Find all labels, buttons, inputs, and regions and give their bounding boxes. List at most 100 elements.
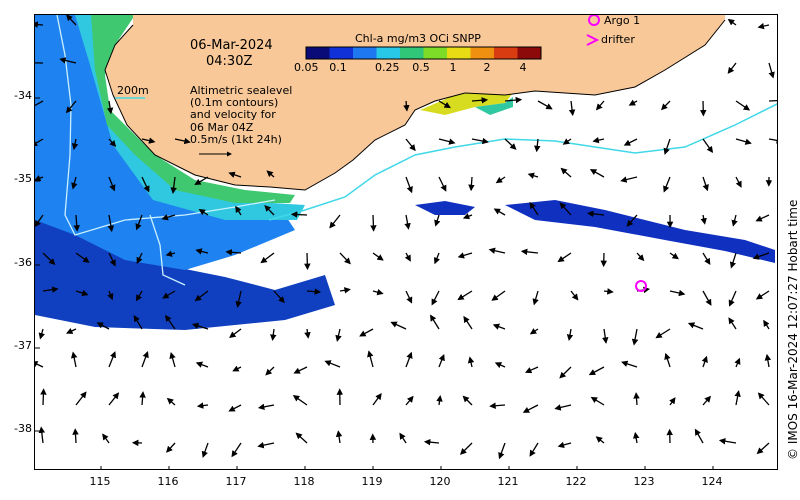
velocity-arrow: [273, 290, 285, 304]
sealevel-contour-west: [56, 15, 276, 236]
velocity-arrow: [372, 289, 384, 296]
velocity-arrow: [520, 248, 539, 256]
velocity-arrow: [669, 252, 679, 260]
velocity-arrow: [467, 356, 475, 368]
velocity-arrow: [75, 289, 89, 297]
velocity-arrow: [557, 441, 572, 449]
velocity-arrow: [329, 214, 341, 229]
velocity-arrow: [264, 204, 275, 216]
velocity-arrow: [626, 214, 638, 227]
velocity-arrow: [399, 432, 407, 444]
velocity-arrow: [504, 138, 517, 150]
colorbar-border: [305, 46, 542, 60]
velocity-arrow: [603, 288, 614, 295]
velocity-arrow: [135, 290, 143, 302]
velocity-arrow: [655, 328, 671, 339]
velocity-arrow: [735, 176, 742, 188]
velocity-arrow: [768, 99, 777, 102]
velocity-arrow: [201, 442, 209, 458]
map-time: 04:30Z: [206, 54, 253, 69]
coastline: [104, 19, 726, 191]
colorbar-swatch: [353, 47, 377, 59]
velocity-arrow: [498, 442, 506, 460]
velocity-arrow: [257, 403, 275, 411]
velocity-arrow: [660, 100, 671, 111]
colorbar-tick-label: 2: [483, 61, 491, 74]
velocity-arrow: [228, 404, 242, 412]
velocity-arrow: [728, 290, 737, 307]
argo-legend-label: Argo 1: [604, 14, 641, 27]
velocity-arrow: [225, 249, 242, 256]
chl-offshore-filament: [505, 200, 775, 263]
velocity-arrow: [292, 395, 308, 406]
velocity-arrow: [557, 252, 572, 263]
velocity-arrow: [522, 404, 539, 413]
drifter-legend-label: drifter: [601, 33, 635, 46]
velocity-arrow: [265, 366, 275, 376]
velocity-arrow: [66, 15, 77, 26]
velocity-arrow: [107, 214, 115, 233]
velocity-arrow: [669, 397, 676, 406]
velocity-arrow: [404, 214, 411, 230]
velocity-arrow: [235, 290, 242, 308]
velocity-arrow: [632, 431, 640, 444]
velocity-arrow: [404, 252, 411, 262]
velocity-arrow: [191, 322, 209, 330]
velocity-arrow: [462, 395, 473, 406]
colorbar-swatch: [306, 47, 330, 59]
colorbar-tick-label: 4: [519, 61, 527, 74]
velocity-arrow: [566, 328, 574, 341]
argo-float-marker[interactable]: [635, 280, 647, 292]
velocity-arrow: [335, 328, 342, 342]
velocity-arrow: [768, 62, 775, 79]
velocity-arrow: [136, 252, 143, 264]
lon-label-118: 118: [293, 475, 315, 488]
velocity-arrow: [196, 402, 209, 409]
velocity-arrow: [260, 252, 275, 264]
colorbar-swatch: [517, 47, 542, 59]
velocity-arrow: [71, 138, 79, 151]
velocity-arrow: [434, 214, 441, 227]
velocity-arrow: [623, 138, 638, 146]
velocity-arrow: [229, 328, 242, 338]
velocity-arrow: [165, 314, 176, 330]
velocity-arrow: [304, 328, 311, 339]
velocity-arrow: [405, 351, 413, 368]
velocity-arrow: [65, 100, 77, 114]
velocity-arrow: [587, 210, 605, 218]
velocity-arrow: [40, 388, 47, 406]
map-canvas[interactable]: [35, 15, 778, 470]
velocity-arrow: [108, 138, 117, 147]
lon-label-123: 123: [633, 475, 655, 488]
lon-label-117: 117: [225, 475, 247, 488]
velocity-arrow: [161, 214, 176, 221]
map-frame[interactable]: 06-Mar-2024 04:30Z Chl-a mg/m3 OCi SNPP …: [34, 14, 778, 470]
velocity-arrow: [438, 100, 451, 109]
velocity-arrow: [631, 328, 639, 346]
velocity-arrow: [195, 248, 209, 255]
map-date: 06-Mar-2024: [190, 38, 273, 53]
velocity-arrow: [270, 328, 277, 341]
velocity-arrow: [102, 433, 110, 444]
velocity-arrow: [436, 395, 443, 406]
colorbar-swatch: [447, 47, 471, 59]
velocity-arrow: [589, 169, 605, 178]
velocity-arrow: [66, 327, 77, 334]
velocity-arrow: [108, 392, 120, 406]
sealevel-contour-inner: [149, 214, 186, 286]
altimetry-line-4: 06 Mar 04Z: [190, 120, 254, 134]
velocity-arrow: [231, 442, 242, 458]
velocity-arrow: [492, 323, 506, 330]
velocity-arrow: [534, 138, 541, 153]
velocity-arrow: [529, 328, 539, 335]
lon-label-116: 116: [157, 475, 179, 488]
velocity-arrow: [570, 290, 579, 301]
argo-legend-icon: [588, 15, 600, 26]
velocity-arrow: [295, 432, 308, 444]
velocity-arrow: [525, 366, 539, 374]
colorbar-tick-label: 0.1: [329, 61, 347, 74]
velocity-arrows: [35, 15, 777, 460]
velocity-arrow: [75, 391, 87, 406]
lon-label-120: 120: [429, 475, 451, 488]
velocity-arrow: [108, 252, 116, 267]
